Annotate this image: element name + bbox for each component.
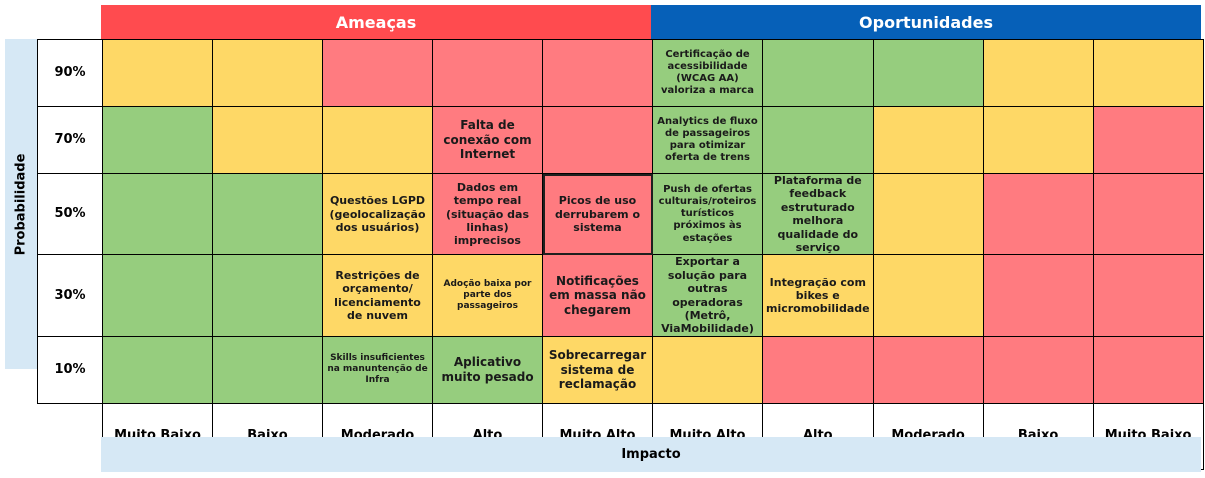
matrix-cell (982, 172, 1094, 256)
matrix-cell (872, 335, 984, 404)
probability-axis: Probabilidade (5, 39, 37, 369)
probability-axis-label: Probabilidade (13, 153, 29, 255)
matrix-cell (982, 335, 1094, 404)
risk-cell: Questões LGPD (geolocalização dos usuári… (322, 172, 433, 256)
risk-cell: Plataforma de feedback estruturado melho… (762, 172, 874, 256)
risk-cell: Skills insuficientes na manuntenção de I… (322, 335, 433, 404)
matrix-cell (212, 172, 323, 256)
matrix-cell (1092, 254, 1204, 337)
risk-cell: Falta de conexão com Internet (432, 106, 543, 174)
matrix-row: 70% Falta de conexão com Internet Analytic… (37, 106, 1204, 174)
probability-label: 70% (37, 106, 103, 174)
blank-corner (37, 403, 103, 470)
matrix-cell (322, 39, 433, 107)
risk-cell: Integração com bikes e micromobilidade (762, 254, 874, 337)
risk-cell: Certificação de acessibilidade (WCAG AA)… (652, 39, 763, 107)
matrix-cell (1092, 39, 1204, 107)
matrix-cell (212, 335, 323, 404)
risk-cell: Picos de uso derrubarem o sistema (542, 172, 653, 256)
matrix-cell (212, 106, 323, 174)
probability-label: 90% (37, 39, 103, 107)
opportunities-header: Oportunidades (651, 5, 1201, 39)
matrix-cell (1092, 335, 1204, 404)
threats-header: Ameaças (101, 5, 651, 39)
matrix-cell (872, 106, 984, 174)
matrix-cell (652, 335, 763, 404)
matrix-cell (762, 106, 874, 174)
matrix-cell (542, 39, 653, 107)
matrix-cell (872, 172, 984, 256)
matrix-cell (432, 39, 543, 107)
risk-cell: Dados em tempo real (situação das linhas… (432, 172, 543, 256)
risk-cell: Push de ofertas culturais/roteiros turís… (652, 172, 763, 256)
matrix-cell (872, 39, 984, 107)
matrix-cell (982, 254, 1094, 337)
risk-cell: Restrições de orçamento/ licenciamento d… (322, 254, 433, 337)
probability-label: 30% (37, 254, 103, 337)
risk-matrix: 90% Certificação de acessibilidade (WCAG … (37, 39, 1204, 470)
matrix-cell (322, 106, 433, 174)
probability-label: 10% (37, 335, 103, 404)
matrix-cell (102, 106, 213, 174)
matrix-cell (102, 39, 213, 107)
matrix-cell (542, 106, 653, 174)
matrix-cell (982, 106, 1094, 174)
risk-cell: Sobrecarregar sistema de reclamação (542, 335, 653, 404)
risk-cell: Analytics de fluxo de passageiros para o… (652, 106, 763, 174)
impact-axis: Impacto (101, 437, 1201, 472)
matrix-row: 50% Questões LGPD (geolocalização dos usu… (37, 172, 1204, 256)
matrix-cell (102, 254, 213, 337)
matrix-cell (1092, 106, 1204, 174)
matrix-cell (872, 254, 984, 337)
matrix-row: 90% Certificação de acessibilidade (WCAG … (37, 39, 1204, 107)
matrix-cell (762, 39, 874, 107)
matrix-row: 30% Restrições de orçamento/ licenciament… (37, 254, 1204, 337)
risk-cell: Notificações em massa não chegarem (542, 254, 653, 337)
risk-cell: Aplicativo muito pesado (432, 335, 543, 404)
matrix-cell (982, 39, 1094, 107)
probability-label: 50% (37, 172, 103, 256)
matrix-cell (212, 254, 323, 337)
matrix-cell (1092, 172, 1204, 256)
risk-cell: Exportar a solução para outras operadora… (652, 254, 763, 337)
matrix-row: 10% Skills insuficientes na manuntenção d… (37, 335, 1204, 404)
matrix-cell (102, 335, 213, 404)
matrix-cell (212, 39, 323, 107)
matrix-cell (102, 172, 213, 256)
matrix-cell (762, 335, 874, 404)
risk-cell: Adoção baixa por parte dos passageiros (432, 254, 543, 337)
